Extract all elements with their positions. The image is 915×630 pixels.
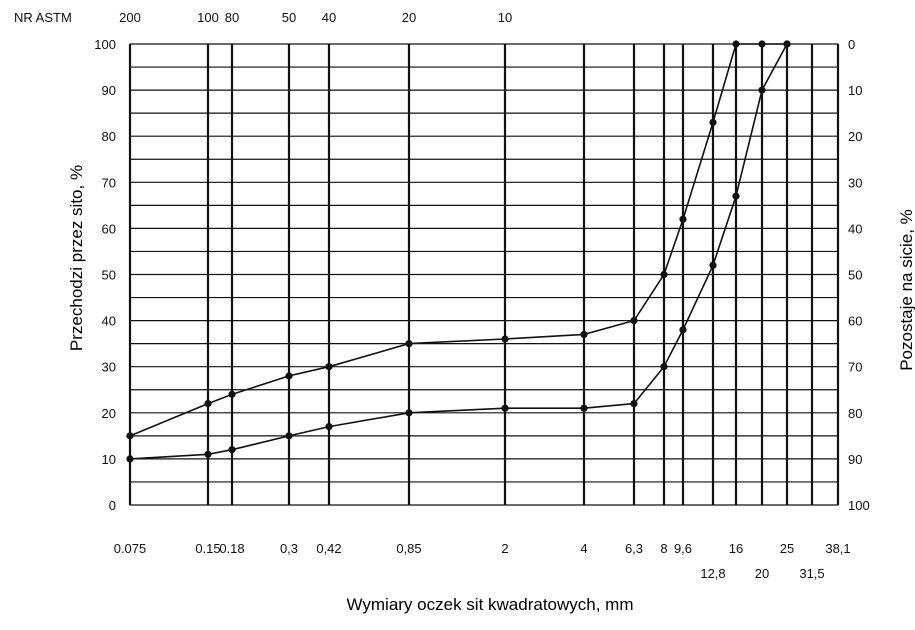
curves [126, 40, 791, 463]
data-point [228, 446, 236, 454]
top-axis-tick-label: 200 [119, 10, 141, 25]
data-point [325, 423, 333, 431]
tick-labels: 0102030405060708090100100908070605040302… [94, 10, 869, 581]
top-axis-tick-label: 50 [282, 10, 296, 25]
data-point [732, 192, 740, 200]
x-tick-label: 16 [729, 541, 743, 556]
y-right-tick-label: 80 [848, 406, 862, 421]
y-left-tick-label: 60 [102, 221, 116, 236]
data-point [126, 432, 134, 440]
data-point [405, 340, 413, 348]
y-left-tick-label: 10 [102, 452, 116, 467]
x-tick-label: 0,3 [280, 541, 298, 556]
x-tick-label: 0,85 [396, 541, 421, 556]
x-tick-label: 2 [501, 541, 508, 556]
x-tick-label-row2: 20 [755, 566, 769, 581]
x-tick-label: 4 [580, 541, 587, 556]
data-point [783, 40, 791, 48]
data-point [679, 326, 687, 334]
data-point [228, 390, 236, 398]
y-right-tick-label: 100 [848, 498, 870, 513]
data-point [660, 270, 668, 279]
y-left-tick-label: 80 [102, 129, 116, 144]
top-axis-label: NR ASTM [14, 10, 72, 25]
data-point [405, 409, 413, 417]
y-left-tick-label: 100 [94, 37, 116, 52]
y-left-tick-label: 40 [102, 314, 116, 329]
x-tick-label: 9,6 [674, 541, 692, 556]
data-point [285, 432, 293, 440]
data-point [709, 118, 717, 126]
data-point [204, 450, 212, 458]
data-point [732, 40, 740, 48]
data-point [285, 372, 293, 380]
data-point [630, 317, 638, 325]
x-tick-label: 38,1 [825, 541, 850, 556]
y-axis-left-title: Przechodzi przez sito, % [67, 165, 86, 351]
y-right-tick-label: 40 [848, 221, 862, 236]
x-tick-label: 0,42 [316, 541, 341, 556]
data-point [630, 399, 638, 408]
grid [128, 43, 840, 506]
top-axis-tick-label: 40 [322, 10, 336, 25]
y-right-tick-label: 50 [848, 268, 862, 283]
top-axis-tick-label: 20 [402, 10, 416, 25]
data-point [758, 40, 766, 48]
x-tick-label: 0.18 [219, 541, 244, 556]
series-line-1 [129, 43, 787, 437]
x-tick-label: 25 [780, 541, 794, 556]
data-point [679, 215, 687, 223]
y-left-tick-label: 20 [102, 406, 116, 421]
x-axis-title: Wymiary oczek sit kwadratowych, mm [346, 595, 633, 614]
top-axis-tick-label: 100 [197, 10, 219, 25]
y-right-tick-label: 90 [848, 452, 862, 467]
y-right-tick-label: 0 [848, 37, 855, 52]
y-left-tick-label: 30 [102, 360, 116, 375]
data-point [501, 404, 509, 412]
x-tick-label: 0.15 [195, 541, 220, 556]
y-right-tick-label: 70 [848, 360, 862, 375]
top-axis-tick-label: 80 [225, 10, 239, 25]
data-point [204, 399, 212, 408]
x-tick-label: 8 [660, 541, 667, 556]
y-right-tick-label: 60 [848, 314, 862, 329]
top-axis-tick-label: 10 [498, 10, 512, 25]
data-point [758, 86, 766, 94]
y-left-tick-label: 50 [102, 268, 116, 283]
y-left-tick-label: 0 [109, 498, 116, 513]
y-axis-right-title: Pozostaje na sicie, % [897, 209, 915, 371]
data-point [580, 330, 588, 339]
y-left-tick-label: 70 [102, 175, 116, 190]
x-tick-label: 0.075 [114, 541, 147, 556]
y-right-tick-label: 10 [848, 83, 862, 98]
x-tick-label: 6,3 [625, 541, 643, 556]
x-tick-label-row2: 12,8 [700, 566, 725, 581]
data-point [325, 363, 333, 371]
data-point [660, 363, 668, 371]
y-right-tick-label: 30 [848, 175, 862, 190]
data-point [501, 335, 509, 343]
data-point [709, 261, 717, 269]
data-point [580, 404, 588, 412]
x-tick-label-row2: 31,5 [799, 566, 824, 581]
y-right-tick-label: 20 [848, 129, 862, 144]
y-left-tick-label: 90 [102, 83, 116, 98]
data-point [126, 455, 134, 463]
